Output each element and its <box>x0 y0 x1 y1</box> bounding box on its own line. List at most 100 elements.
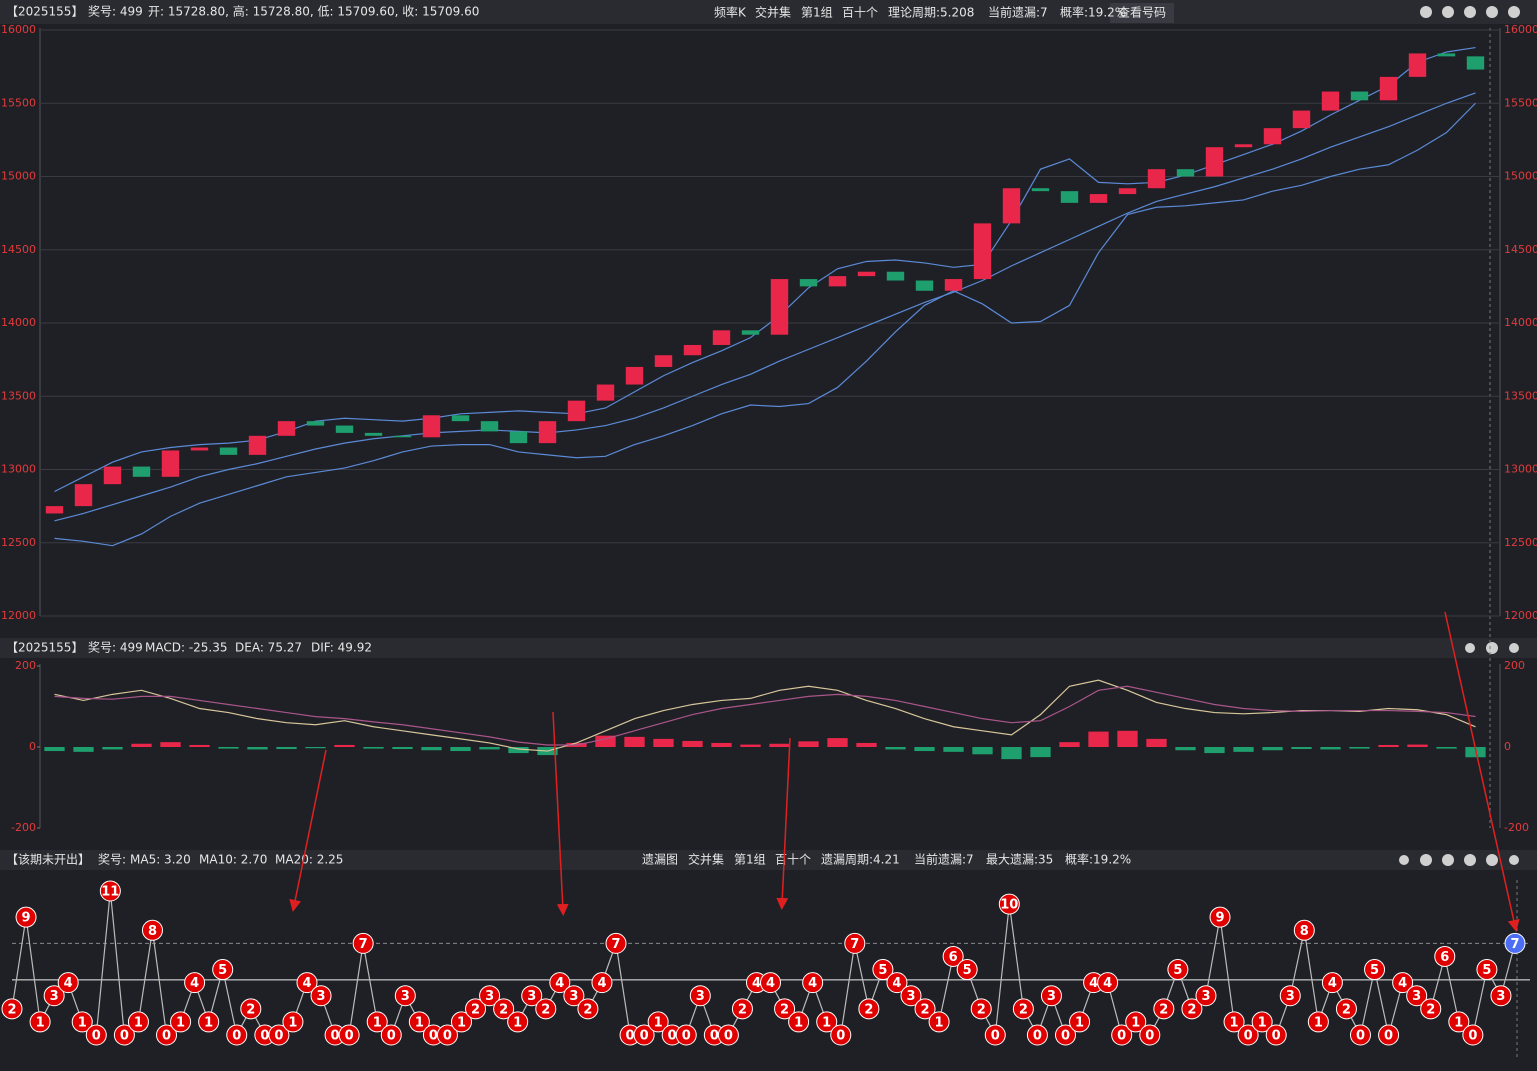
toolbar-icons[interactable] <box>1399 6 1520 866</box>
y-tick-label: 13000 <box>1 463 36 476</box>
omission-ball <box>1012 998 1034 1020</box>
omission-ball <box>647 1011 669 1033</box>
candle <box>277 421 296 436</box>
omission-label: 0 <box>429 1029 438 1044</box>
omission-ball <box>85 1024 107 1046</box>
candle <box>1002 188 1021 224</box>
omission-ball <box>872 959 894 981</box>
candle <box>1205 147 1224 177</box>
candle <box>364 432 383 436</box>
macd-bar <box>1175 747 1196 751</box>
omission-ball <box>1251 1011 1273 1033</box>
omission-ball <box>535 998 557 1020</box>
omission-label: 7 <box>611 937 620 952</box>
omission-ball <box>1153 998 1175 1020</box>
omission-label: 0 <box>1384 1029 1393 1044</box>
view-button[interactable]: 查看号码 <box>1118 6 1166 20</box>
candle <box>1466 56 1485 70</box>
info-item: 遗漏图 <box>642 853 678 867</box>
omission-ball <box>984 1024 1006 1046</box>
omission-label: 1 <box>78 1015 87 1030</box>
omission-ball <box>1223 1011 1245 1033</box>
omission-label: 2 <box>1019 1002 1028 1017</box>
macd-bar <box>1233 747 1254 752</box>
omission-label: 2 <box>977 1002 986 1017</box>
candle <box>538 421 557 444</box>
candle <box>1379 76 1398 101</box>
header-bar <box>0 0 1537 24</box>
omission-label: 0 <box>1033 1029 1042 1044</box>
omission-ball <box>1476 959 1498 981</box>
omission-label: 1 <box>654 1015 663 1030</box>
info-item: 第1组 <box>801 6 833 20</box>
omission-label: 7 <box>850 937 859 952</box>
macd-bar <box>305 747 326 749</box>
omission-label: 1 <box>1230 1015 1239 1030</box>
omission-label: 0 <box>682 1029 691 1044</box>
omission-ball <box>717 1024 739 1046</box>
omission-label: 0 <box>640 1029 649 1044</box>
omission-ball <box>900 985 922 1007</box>
omission-ball <box>942 945 964 967</box>
omission-label: 2 <box>499 1002 508 1017</box>
button-bg[interactable] <box>1110 3 1174 23</box>
omission-label: 4 <box>752 976 761 991</box>
candle <box>1031 188 1050 192</box>
omission-ball <box>816 1011 838 1033</box>
macd-bar <box>972 747 993 755</box>
candle <box>422 415 441 438</box>
omission-ball <box>760 972 782 994</box>
omission-label: 2 <box>1187 1002 1196 1017</box>
omission-label: 7 <box>359 937 368 952</box>
candle <box>161 450 180 477</box>
omission-ball <box>802 972 824 994</box>
omission-label: 4 <box>555 976 564 991</box>
omission-label: 0 <box>1272 1029 1281 1044</box>
candle <box>1118 188 1137 195</box>
omission-ball <box>99 880 121 902</box>
omission-label: 4 <box>1103 976 1112 991</box>
candle <box>1437 53 1456 57</box>
omission-ball <box>1097 972 1119 994</box>
omission-label: 0 <box>668 1029 677 1044</box>
omission-label: 8 <box>148 924 157 939</box>
macd-bar <box>1291 747 1312 750</box>
omission-label: 0 <box>1468 1029 1477 1044</box>
omission-label: 4 <box>892 976 901 991</box>
candle <box>1350 91 1369 101</box>
omission-ball <box>1364 959 1386 981</box>
macd-bar <box>160 742 181 747</box>
omission-ball <box>1125 1011 1147 1033</box>
macd-bar <box>653 738 674 747</box>
y-tick-label: 0 <box>29 740 36 753</box>
omission-label: 5 <box>1173 963 1182 978</box>
omission-label: 4 <box>597 976 606 991</box>
omission-label: 1 <box>1258 1015 1267 1030</box>
omission-label: 2 <box>921 1002 930 1017</box>
omission-label: 0 <box>991 1029 1000 1044</box>
info-item: 理论周期:5.208 <box>888 6 974 20</box>
bollinger-line <box>54 92 1476 522</box>
omission-ball <box>1069 1011 1091 1033</box>
macd-bar <box>421 747 442 751</box>
macd-bar <box>1001 747 1022 760</box>
omission-label: 0 <box>1244 1029 1253 1044</box>
omission-ball <box>212 959 234 981</box>
omission-ball <box>226 1024 248 1046</box>
info-item: 百十个 <box>775 853 811 867</box>
y-tick-label: 200 <box>15 659 36 672</box>
omission-label: 1 <box>513 1015 522 1030</box>
arrows <box>289 611 1520 932</box>
omission-ball <box>1293 919 1315 941</box>
omission-ball <box>1139 1024 1161 1046</box>
issue: 【2025155】 <box>6 641 83 655</box>
candle <box>1060 191 1079 203</box>
candle <box>190 447 209 451</box>
omission-ball <box>479 985 501 1007</box>
omission-ball <box>268 1024 290 1046</box>
info-item: MACD: -25.35 <box>145 641 228 655</box>
omission-ball <box>928 1011 950 1033</box>
macd-bar <box>769 743 790 747</box>
candle <box>480 421 499 432</box>
omission-ball <box>57 972 79 994</box>
